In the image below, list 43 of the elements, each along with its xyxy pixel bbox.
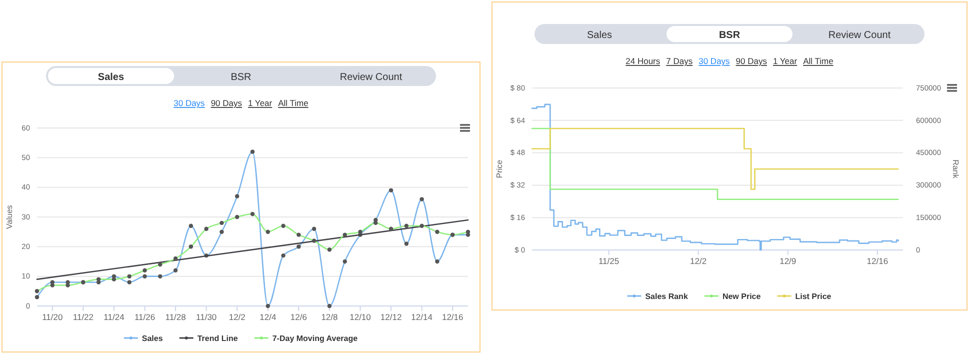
x-tick-label: 12/2 — [690, 256, 707, 266]
x-tick-label: 11/26 — [134, 312, 156, 322]
text: 30 Days — [698, 56, 730, 66]
text: All Time — [803, 56, 834, 66]
x-tick-label: 11/30 — [196, 312, 217, 322]
legend-label: 7-Day Moving Average — [272, 334, 358, 343]
x-tick-label: 11/20 — [42, 312, 63, 322]
x-tick-label: 12/6 — [290, 312, 308, 322]
text: BSR — [230, 72, 252, 83]
x-tick-label: 12/9 — [780, 256, 796, 266]
y-axis-title: Values — [5, 205, 14, 229]
y-axis-title: Price — [495, 159, 504, 178]
x-tick-label: 11/22 — [72, 312, 94, 322]
text: BSR — [718, 30, 741, 41]
x-tick-label: 11/28 — [165, 312, 186, 322]
x-tick-label: 12/14 — [411, 312, 433, 322]
x-tick-label: 12/12 — [380, 312, 402, 322]
text: 7 Days — [666, 56, 693, 66]
text: 90 Days — [210, 98, 242, 108]
x-tick-label: 12/10 — [350, 312, 372, 322]
legend-label: New Price — [722, 292, 762, 301]
legend-label: Sales Rank — [645, 292, 688, 301]
legend-label: Trend Line — [197, 334, 238, 343]
x-tick-label: 11/24 — [104, 312, 125, 322]
text: 24 Hours — [626, 56, 660, 66]
x-tick-label: 12/2 — [228, 312, 246, 322]
x-tick-label: 12/8 — [321, 312, 338, 322]
x-tick-label: 12/16 — [442, 312, 464, 322]
text: Review Count — [340, 72, 402, 83]
text: 90 Days — [736, 56, 767, 66]
text: All Time — [278, 98, 309, 108]
x-tick-label: 12/16 — [866, 256, 888, 266]
text: Sales — [98, 72, 124, 83]
legend-label: List Price — [795, 292, 832, 301]
text: 1 Year — [248, 98, 272, 108]
y2-axis-title: Rank — [951, 160, 960, 180]
x-tick-label: 11/25 — [598, 256, 620, 266]
x-tick-label: 12/4 — [260, 312, 276, 322]
text: Review Count — [828, 30, 891, 41]
text: 1 Year — [772, 56, 798, 66]
text: Sales — [586, 30, 612, 41]
legend-label: Sales — [142, 334, 164, 343]
text: 30 Days — [174, 98, 205, 108]
